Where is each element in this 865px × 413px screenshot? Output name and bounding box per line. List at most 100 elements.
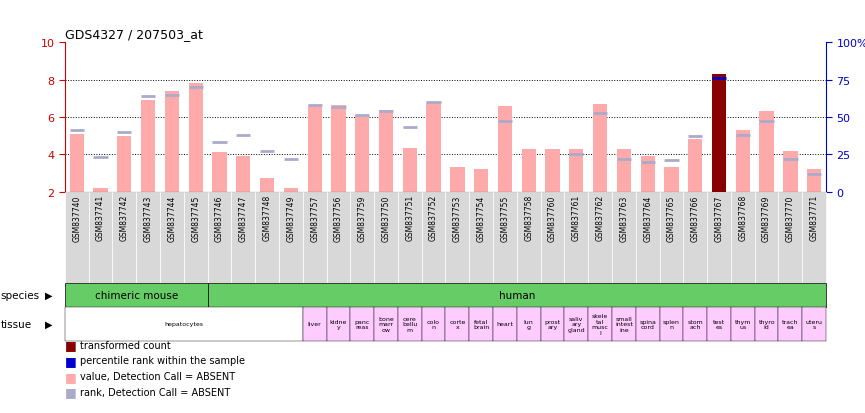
Text: GSM837771: GSM837771 xyxy=(810,195,818,241)
Text: ▶: ▶ xyxy=(45,319,53,329)
Bar xyxy=(93,188,108,192)
Bar xyxy=(664,168,678,192)
Bar xyxy=(712,75,727,192)
Text: GSM837759: GSM837759 xyxy=(358,195,367,241)
Bar xyxy=(493,308,517,341)
Text: ■: ■ xyxy=(65,338,77,351)
Bar xyxy=(445,308,469,341)
Bar xyxy=(588,192,612,283)
Bar xyxy=(70,134,84,192)
Bar xyxy=(213,153,227,192)
Bar xyxy=(498,107,512,192)
Bar xyxy=(141,101,156,192)
Text: prost
ary: prost ary xyxy=(544,319,561,330)
Bar xyxy=(255,192,279,283)
Text: rank, Detection Call = ABSENT: rank, Detection Call = ABSENT xyxy=(80,387,231,397)
Text: transformed count: transformed count xyxy=(80,340,171,350)
Bar xyxy=(778,308,803,341)
Bar xyxy=(88,192,112,283)
Bar xyxy=(754,192,778,283)
Bar xyxy=(683,308,708,341)
Bar xyxy=(731,308,754,341)
Text: GSM837741: GSM837741 xyxy=(96,195,105,241)
Text: uteru
s: uteru s xyxy=(805,319,823,330)
Text: GSM837753: GSM837753 xyxy=(453,195,462,241)
Text: GSM837748: GSM837748 xyxy=(263,195,272,241)
Bar xyxy=(689,140,702,192)
Text: ▶: ▶ xyxy=(45,290,53,300)
Bar xyxy=(474,170,489,192)
Bar xyxy=(640,157,655,192)
Bar xyxy=(189,83,202,192)
Bar xyxy=(160,192,183,283)
Bar xyxy=(588,308,612,341)
Bar xyxy=(65,308,303,341)
Text: skele
tal
musc
l: skele tal musc l xyxy=(592,313,609,335)
Bar xyxy=(422,308,445,341)
Text: bone
marr
ow: bone marr ow xyxy=(378,316,394,332)
Text: GSM837757: GSM837757 xyxy=(311,195,319,241)
Text: GSM837763: GSM837763 xyxy=(619,195,628,241)
Text: GSM837761: GSM837761 xyxy=(572,195,580,241)
Text: GSM837758: GSM837758 xyxy=(524,195,533,241)
Bar xyxy=(327,308,350,341)
Text: GSM837756: GSM837756 xyxy=(334,195,343,241)
Bar xyxy=(659,192,683,283)
Bar xyxy=(564,192,588,283)
Text: GSM837770: GSM837770 xyxy=(786,195,795,241)
Text: hepatocytes: hepatocytes xyxy=(164,322,203,327)
Bar xyxy=(517,308,541,341)
Bar xyxy=(165,92,179,192)
Bar xyxy=(759,112,774,192)
Text: saliv
ary
gland: saliv ary gland xyxy=(567,316,585,332)
Text: GSM837744: GSM837744 xyxy=(168,195,176,241)
Text: corte
x: corte x xyxy=(449,319,465,330)
Text: ■: ■ xyxy=(65,354,77,367)
Text: test
es: test es xyxy=(713,319,725,330)
Bar xyxy=(541,192,564,283)
Text: trach
ea: trach ea xyxy=(782,319,798,330)
Bar xyxy=(636,192,659,283)
Text: GSM837752: GSM837752 xyxy=(429,195,438,241)
Text: GSM837746: GSM837746 xyxy=(215,195,224,241)
Text: cere
bellu
m: cere bellu m xyxy=(402,316,418,332)
Bar xyxy=(398,308,422,341)
Bar xyxy=(331,106,346,192)
Bar xyxy=(236,157,251,192)
Text: liver: liver xyxy=(308,322,322,327)
Bar xyxy=(593,104,607,192)
Text: stom
ach: stom ach xyxy=(688,319,703,330)
Bar xyxy=(379,111,393,192)
Bar xyxy=(375,192,398,283)
Text: GSM837745: GSM837745 xyxy=(191,195,200,241)
Bar xyxy=(731,192,754,283)
Text: value, Detection Call = ABSENT: value, Detection Call = ABSENT xyxy=(80,371,235,381)
Bar xyxy=(469,192,493,283)
Text: GSM837760: GSM837760 xyxy=(548,195,557,241)
Text: GSM837749: GSM837749 xyxy=(286,195,295,241)
Text: tissue: tissue xyxy=(1,319,32,329)
Bar xyxy=(469,308,493,341)
Bar xyxy=(260,179,274,192)
Bar xyxy=(327,192,350,283)
Bar xyxy=(350,192,375,283)
Bar xyxy=(184,192,208,283)
Text: GSM837751: GSM837751 xyxy=(406,195,414,241)
Text: GSM837764: GSM837764 xyxy=(644,195,652,241)
Bar xyxy=(308,106,322,192)
Bar xyxy=(398,192,422,283)
Text: panc
reas: panc reas xyxy=(355,319,370,330)
Bar xyxy=(569,149,584,192)
Bar xyxy=(708,308,731,341)
Bar xyxy=(778,192,803,283)
Text: GSM837765: GSM837765 xyxy=(667,195,676,241)
Bar xyxy=(636,308,659,341)
Bar xyxy=(612,308,636,341)
Bar xyxy=(112,192,137,283)
Bar xyxy=(612,192,636,283)
Bar xyxy=(65,192,88,283)
Text: GSM837762: GSM837762 xyxy=(596,195,605,241)
Text: thym
us: thym us xyxy=(734,319,751,330)
Bar xyxy=(375,308,398,341)
Bar xyxy=(617,149,631,192)
